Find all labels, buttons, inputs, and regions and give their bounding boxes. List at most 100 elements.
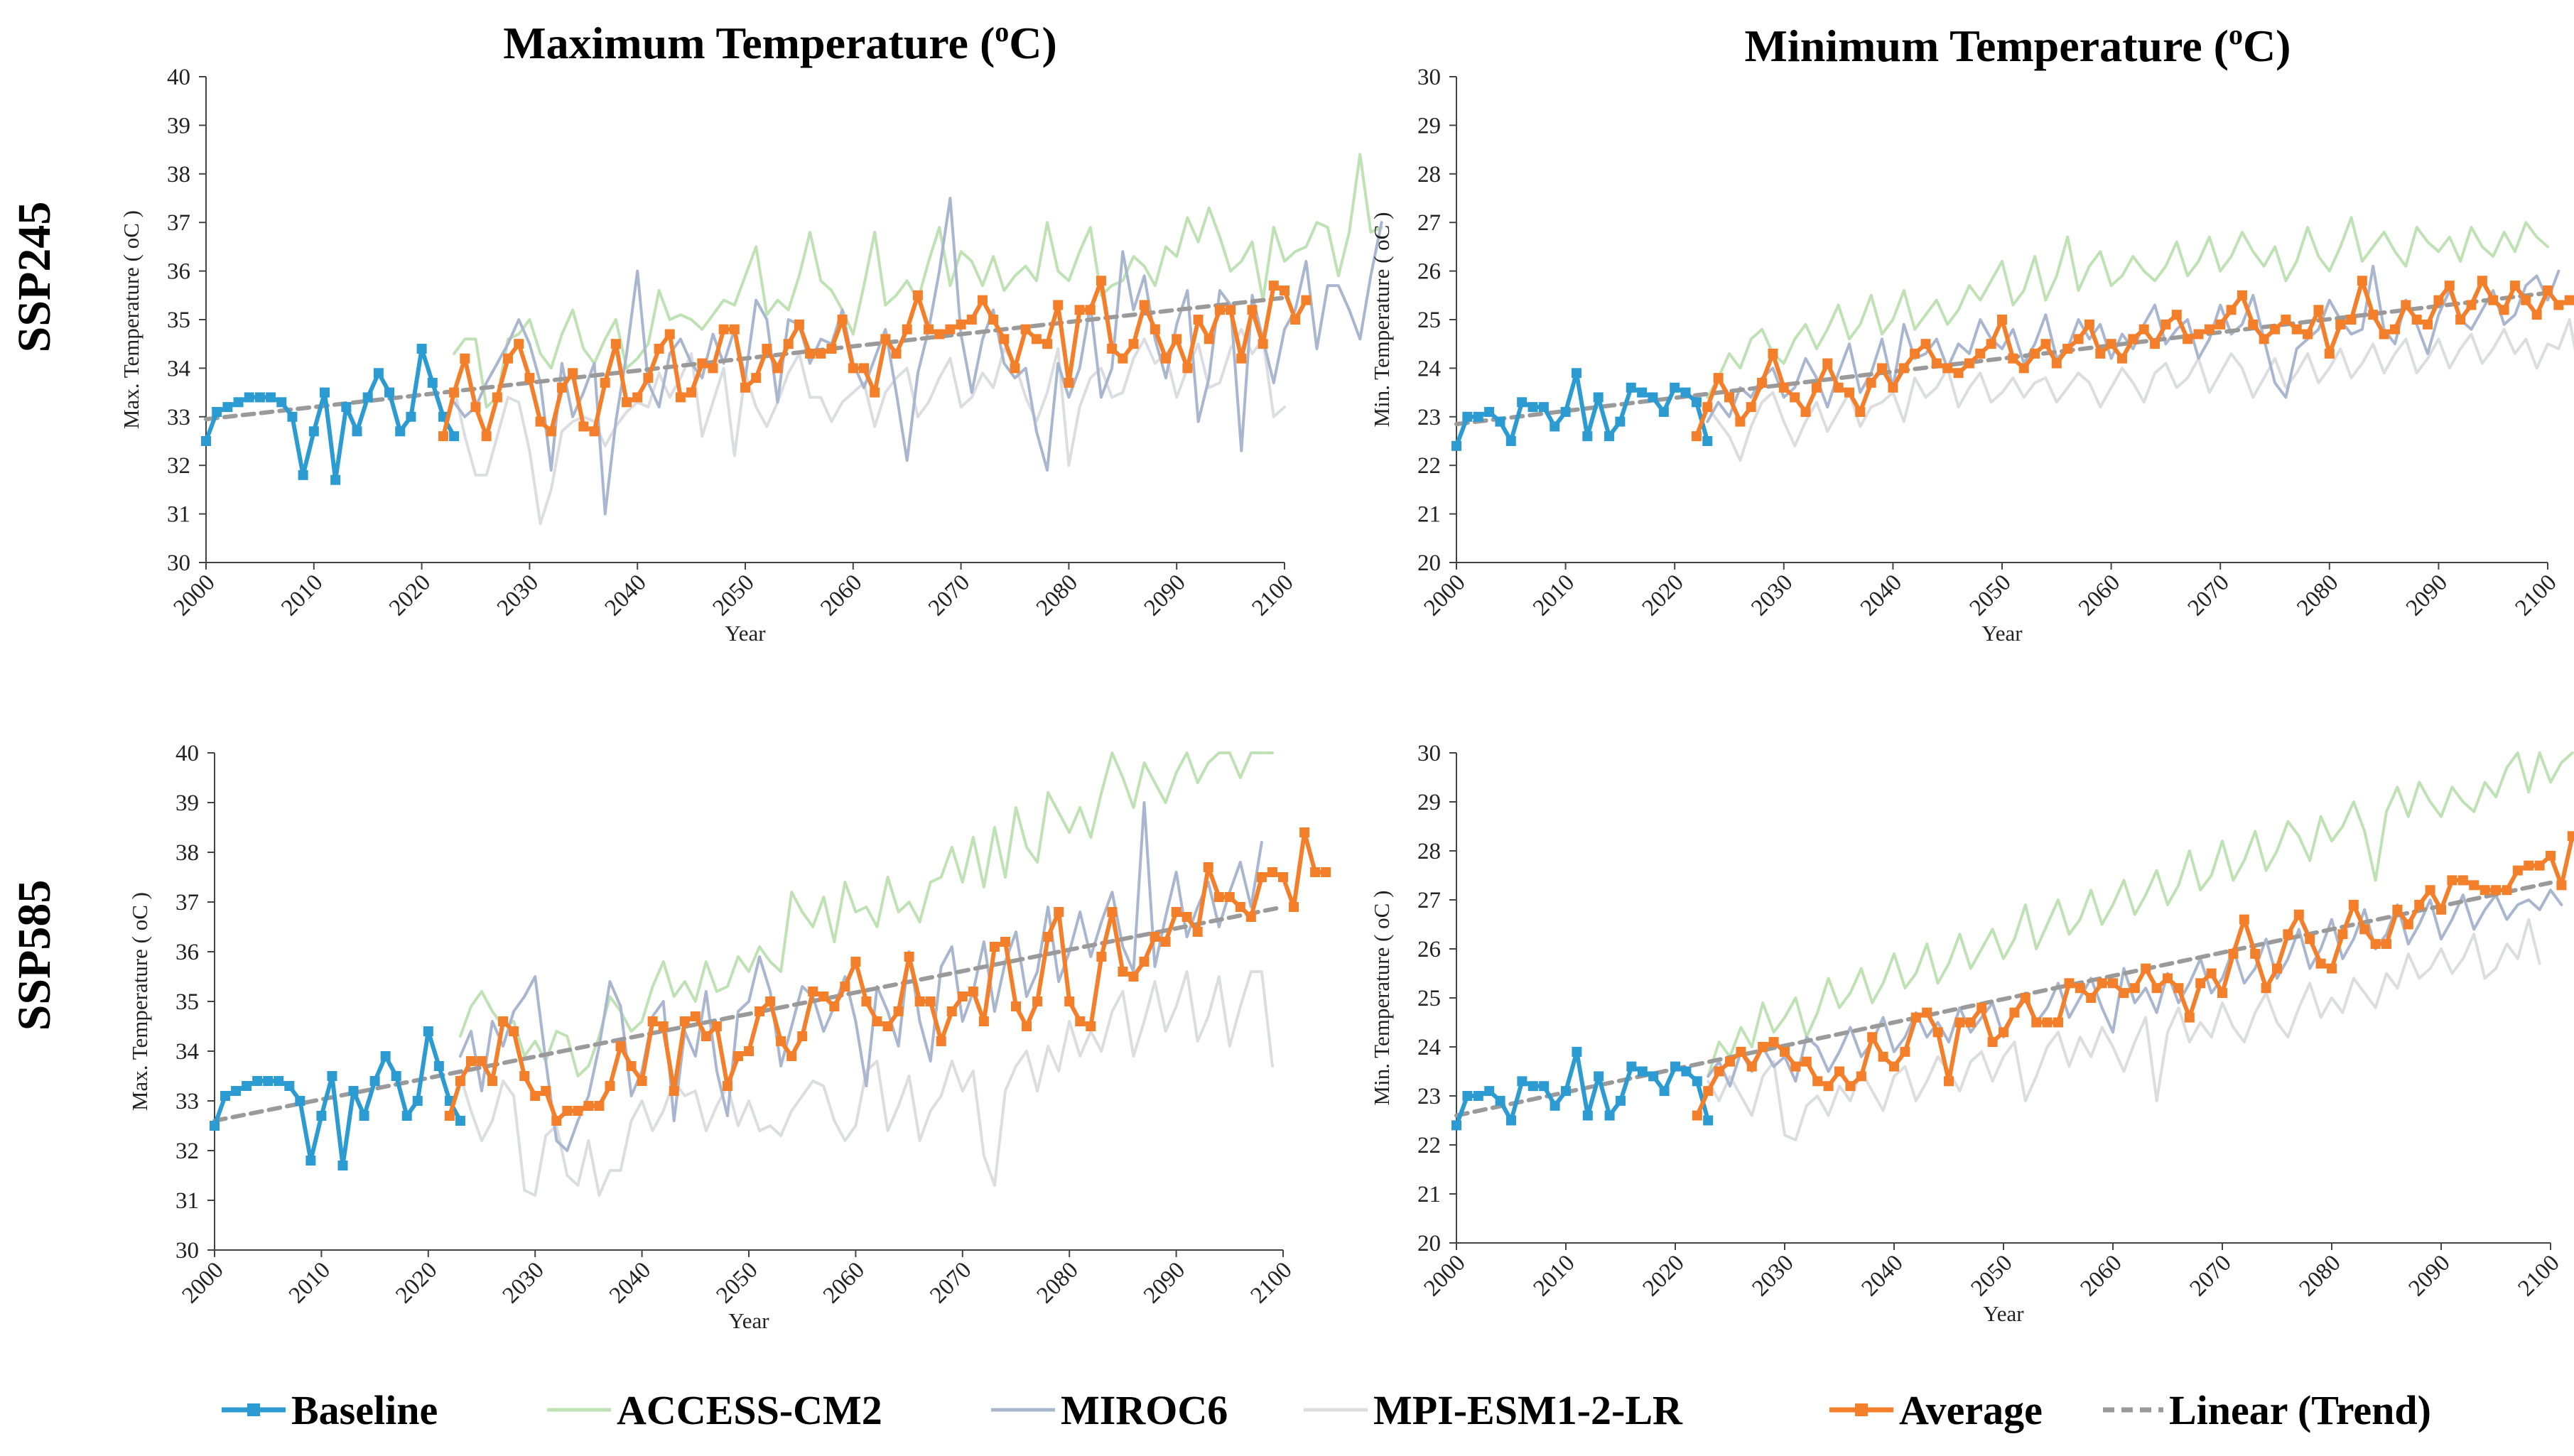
data-point-average — [1987, 1037, 1998, 1048]
data-point-average — [1944, 1076, 1954, 1087]
data-point-average — [1812, 1076, 1823, 1087]
data-point-average — [1691, 431, 1702, 442]
data-point-average — [1975, 348, 1986, 359]
data-point-baseline — [1626, 1061, 1637, 1072]
y-tick-label: 33 — [175, 1089, 199, 1114]
data-point-baseline — [266, 392, 276, 403]
data-point-average — [1833, 382, 1844, 393]
data-point-average — [2228, 948, 2239, 959]
data-point-average — [2524, 860, 2534, 871]
data-point-baseline — [1692, 1076, 1702, 1087]
y-tick-label: 26 — [1417, 937, 1441, 962]
data-point-average — [1267, 867, 1277, 877]
data-point-baseline — [384, 387, 395, 398]
y-axis-label: Max. Temperature ( oC ) — [127, 892, 152, 1111]
data-point-average — [1010, 363, 1020, 374]
data-point-average — [840, 982, 850, 992]
data-point-average — [1942, 363, 1953, 374]
data-point-baseline — [401, 1111, 412, 1121]
data-point-average — [2095, 348, 2106, 359]
data-point-baseline — [1637, 387, 1648, 398]
data-point-average — [503, 353, 514, 364]
data-point-average — [904, 952, 914, 962]
data-point-average — [2564, 295, 2574, 305]
data-point-average — [460, 353, 470, 364]
data-point-average — [1096, 952, 1107, 962]
data-point-average — [2163, 973, 2173, 984]
data-point-baseline — [1462, 411, 1473, 422]
data-point-average — [2392, 904, 2403, 915]
x-tick-label: 2070 — [2183, 570, 2234, 621]
data-point-average — [1703, 1086, 1714, 1097]
data-point-average — [1031, 334, 1042, 344]
data-point-average — [2324, 348, 2335, 359]
data-point-average — [2150, 339, 2161, 349]
data-point-baseline — [1604, 1110, 1615, 1121]
data-point-average — [1064, 996, 1075, 1006]
data-point-average — [872, 1016, 882, 1026]
data-point-baseline — [1593, 392, 1604, 403]
data-point-average — [1757, 377, 1768, 388]
data-point-average — [2161, 319, 2171, 330]
data-point-average — [594, 1101, 605, 1111]
data-point-average — [751, 373, 762, 384]
series-line-access — [1706, 216, 2549, 399]
data-point-average — [519, 1071, 530, 1081]
x-tick-label: 2060 — [2076, 1250, 2127, 1301]
data-point-baseline — [1571, 368, 1581, 379]
data-point-baseline — [298, 469, 308, 480]
data-point-average — [1118, 967, 1128, 977]
data-point-average — [829, 1001, 840, 1011]
column-title-max-sup: o — [995, 16, 1009, 48]
x-tick-label: 2020 — [391, 1257, 442, 1308]
panel-ssp245-max: 30 31 32 33 34 35 36 37 38 39 40 2000 2010 2020 2030 20… — [119, 65, 1383, 646]
data-point-average — [1032, 996, 1043, 1006]
data-point-average — [1834, 1066, 1844, 1077]
data-point-baseline — [1538, 402, 1549, 413]
data-point-average — [1931, 358, 1942, 369]
data-point-average — [1280, 285, 1289, 295]
data-point-average — [546, 426, 556, 437]
data-point-average — [1877, 363, 1888, 374]
series-line-average — [1694, 834, 2574, 1118]
data-point-average — [1713, 373, 1724, 384]
data-point-average — [1085, 305, 1096, 315]
data-point-average — [664, 329, 675, 339]
data-point-average — [535, 416, 546, 427]
data-point-average — [470, 402, 481, 413]
data-point-average — [956, 319, 966, 330]
data-point-average — [2401, 300, 2411, 310]
data-point-average — [562, 1106, 573, 1116]
data-point-average — [1268, 281, 1279, 291]
data-point-average — [740, 382, 750, 393]
data-point-average — [936, 1036, 946, 1046]
data-point-average — [818, 992, 829, 1001]
legend-label-trend: Linear (Trend) — [2169, 1387, 2431, 1433]
y-tick-label: 37 — [175, 890, 199, 916]
data-point-average — [2151, 983, 2162, 994]
data-point-average — [1278, 872, 1288, 882]
data-point-average — [783, 339, 794, 349]
data-point-average — [1801, 1056, 1812, 1067]
data-point-baseline — [1560, 406, 1571, 417]
x-tick-label: 2050 — [712, 1257, 763, 1308]
data-point-average — [622, 397, 632, 408]
data-point-average — [1247, 305, 1258, 315]
data-point-baseline — [1517, 1076, 1527, 1087]
data-point-baseline — [1484, 406, 1495, 417]
data-point-average — [1245, 912, 1256, 922]
data-point-average — [1768, 1037, 1779, 1048]
data-point-average — [2040, 339, 2051, 349]
data-point-average — [1182, 363, 1193, 374]
data-point-average — [1977, 1002, 1987, 1013]
data-point-average — [1888, 382, 1898, 393]
data-point-average — [2018, 363, 2029, 374]
data-point-average — [924, 324, 934, 335]
data-point-average — [498, 1016, 509, 1026]
data-point-average — [772, 363, 783, 374]
legend-item-trend: Linear (Trend) — [2103, 1387, 2431, 1433]
data-point-average — [2543, 285, 2553, 295]
data-point-baseline — [1527, 402, 1538, 413]
data-point-average — [2315, 958, 2326, 969]
